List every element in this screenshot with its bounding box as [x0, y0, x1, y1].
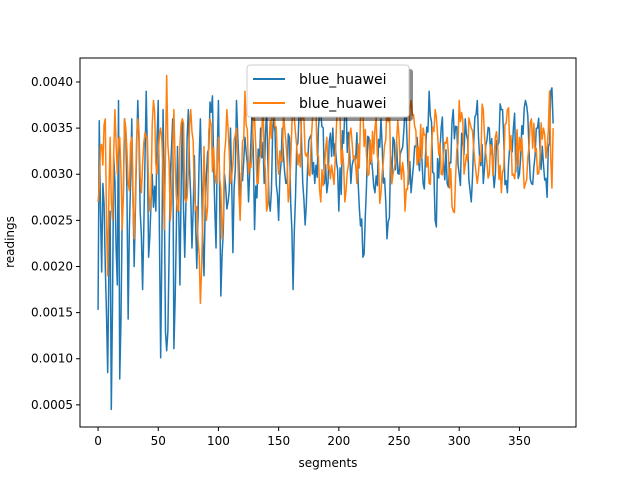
legend-label-1: blue_huawei	[299, 72, 387, 88]
x-tick-label: 50	[151, 434, 166, 448]
legend: blue_huawei blue_huawei	[246, 64, 413, 121]
y-tick-label: 0.0040	[31, 75, 73, 89]
y-tick-label: 0.0005	[31, 398, 73, 412]
legend-label-2: blue_huawei	[299, 96, 387, 112]
x-tick-label: 100	[207, 434, 230, 448]
series-layer	[97, 74, 554, 411]
plot-frame	[79, 57, 577, 428]
x-axis-label: segments	[299, 456, 358, 470]
x-tick-label: 300	[448, 434, 471, 448]
x-tick-label: 0	[94, 434, 102, 448]
x-tick-label: 150	[267, 434, 290, 448]
x-tick-label: 200	[327, 434, 350, 448]
series-line-1	[97, 87, 554, 411]
y-tick-label: 0.0020	[31, 259, 73, 273]
x-tick-label: 250	[388, 434, 411, 448]
y-axis: 0.0005 0.0010 0.0015 0.0020 0.0025 0.0030 0.00…	[31, 75, 80, 412]
x-axis: 0 50 100 150 200 250 300 350	[94, 427, 531, 448]
x-tick-label: 350	[508, 434, 531, 448]
y-tick-label: 0.0010	[31, 352, 73, 366]
y-tick-label: 0.0030	[31, 167, 73, 181]
y-tick-label: 0.0035	[31, 121, 73, 135]
series-line-2	[97, 74, 554, 305]
y-axis-label: readings	[3, 216, 17, 268]
y-tick-label: 0.0015	[31, 306, 73, 320]
y-tick-label: 0.0025	[31, 213, 73, 227]
legend-box	[246, 64, 410, 118]
